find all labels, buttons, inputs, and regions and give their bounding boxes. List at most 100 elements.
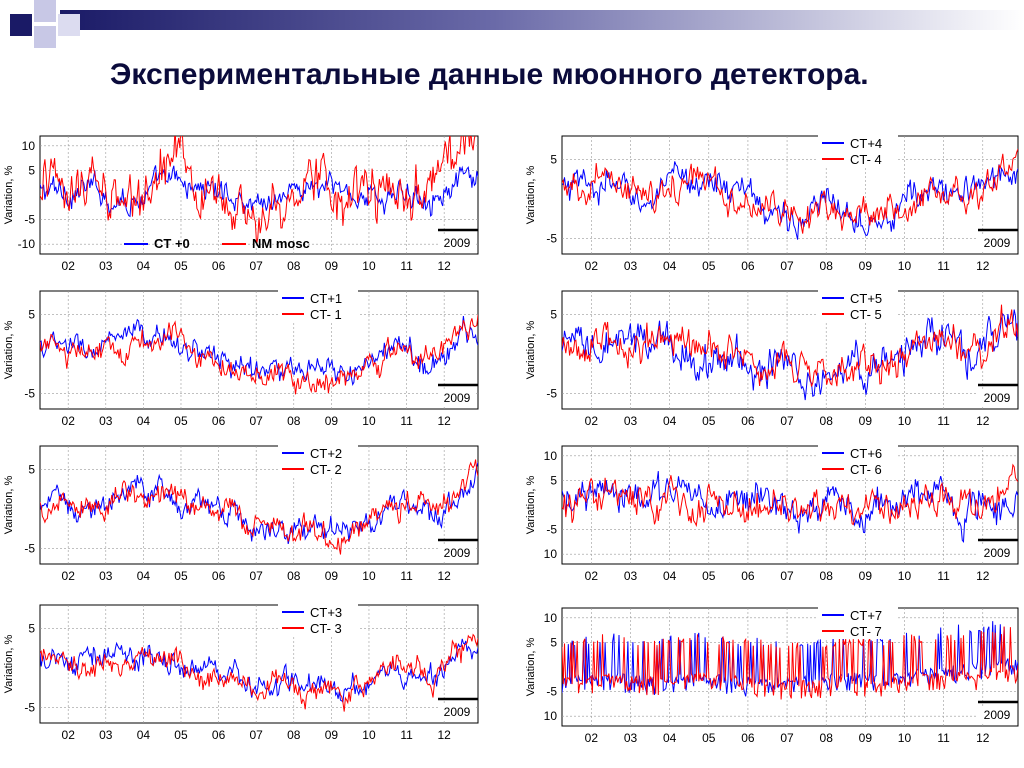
x-tick-label: 08 — [287, 569, 301, 583]
legend-label: CT+6 — [850, 446, 882, 461]
x-tick-label: 12 — [437, 728, 451, 742]
year-label: 2009 — [984, 236, 1011, 250]
y-tick-label: 5 — [550, 473, 557, 487]
x-tick-label: 08 — [287, 259, 301, 273]
y-axis-label: Variation, % — [525, 638, 537, 697]
series-line — [562, 148, 1018, 234]
chart-right-4: 02 03 04 05 06 07 08 09 10 11 12 10 5 -5 10 Variation, … — [525, 607, 1019, 745]
x-tick-label: 09 — [325, 414, 339, 428]
year-label: 2009 — [444, 705, 471, 719]
y-tick-label: 5 — [550, 308, 557, 322]
x-tick-label: 04 — [663, 414, 677, 428]
x-tick-label: 11 — [400, 259, 413, 273]
y-tick-label: -10 — [18, 237, 36, 251]
x-tick-label: 12 — [976, 569, 990, 583]
chart-panel-left-2: 02 03 04 05 06 07 08 09 10 11 12 5 -5 Variation, % 200… — [0, 283, 490, 433]
series-line — [40, 136, 476, 245]
y-tick-label: 5 — [28, 308, 35, 322]
chart-right-2: 02 03 04 05 06 07 08 09 10 11 12 5 -5 Variation, % 200… — [525, 290, 1019, 428]
x-tick-label: 09 — [325, 569, 339, 583]
legend-label: CT+5 — [850, 291, 882, 306]
y-axis-label: Variation, % — [525, 166, 537, 225]
x-tick-label: 11 — [937, 731, 950, 745]
x-tick-label: 02 — [585, 414, 599, 428]
x-tick-label: 06 — [212, 259, 226, 273]
x-tick-label: 06 — [212, 728, 226, 742]
legend-bg — [818, 306, 898, 322]
year-label-bg — [978, 234, 1016, 250]
x-tick-label: 12 — [437, 259, 451, 273]
x-tick-label: 07 — [780, 731, 794, 745]
x-tick-label: 11 — [937, 569, 950, 583]
x-tick-label: 03 — [99, 728, 113, 742]
x-tick-label: 11 — [400, 569, 413, 583]
series-line — [562, 471, 1018, 543]
year-label: 2009 — [444, 236, 471, 250]
legend-label: CT+1 — [310, 291, 342, 306]
x-tick-label: 11 — [400, 414, 413, 428]
chart-left-4: 02 03 04 05 06 07 08 09 10 11 12 5 -5 Variation, % 200… — [3, 604, 479, 742]
x-tick-label: 05 — [174, 569, 188, 583]
x-tick-label: 07 — [250, 728, 264, 742]
x-tick-label: 02 — [62, 414, 76, 428]
legend-bg — [278, 445, 358, 461]
legend-bg — [278, 306, 358, 322]
chart-panel-right-1: 02 03 04 05 06 07 08 09 10 11 12 5 -5 Variation, % 200… — [522, 128, 1019, 278]
x-tick-label: 05 — [174, 414, 188, 428]
legend-label: NM mosc — [252, 236, 310, 251]
x-tick-label: 03 — [624, 259, 638, 273]
chart-left-2: 02 03 04 05 06 07 08 09 10 11 12 5 -5 Variation, % 200… — [3, 290, 479, 428]
x-tick-label: 03 — [99, 569, 113, 583]
x-tick-label: 04 — [663, 731, 677, 745]
legend-label: CT- 3 — [310, 621, 342, 636]
x-tick-label: 08 — [820, 259, 834, 273]
legend-bg — [818, 607, 898, 623]
legend-bg — [278, 461, 358, 477]
x-tick-label: 10 — [898, 569, 912, 583]
x-tick-label: 12 — [437, 569, 451, 583]
x-tick-label: 10 — [362, 569, 376, 583]
x-tick-label: 05 — [702, 731, 716, 745]
y-tick-label: 10 — [544, 709, 558, 723]
x-tick-label: 02 — [62, 569, 76, 583]
x-tick-label: 10 — [898, 259, 912, 273]
x-tick-label: 07 — [780, 414, 794, 428]
x-tick-label: 10 — [362, 414, 376, 428]
x-tick-label: 07 — [250, 414, 264, 428]
x-tick-label: 06 — [741, 731, 755, 745]
chart-panel-right-3: 02 03 04 05 06 07 08 09 10 11 12 10 5 -5 10 Variation, … — [522, 438, 1019, 588]
x-tick-label: 04 — [663, 569, 677, 583]
year-label-bg — [978, 544, 1016, 560]
y-tick-label: 5 — [28, 163, 35, 177]
x-tick-label: 04 — [137, 414, 151, 428]
x-tick-label: 08 — [820, 414, 834, 428]
series-line — [562, 626, 1018, 700]
legend-label: CT+3 — [310, 605, 342, 620]
x-tick-label: 09 — [859, 259, 873, 273]
y-tick-label: -5 — [24, 541, 35, 555]
year-label: 2009 — [444, 546, 471, 560]
chart-panel-right-2: 02 03 04 05 06 07 08 09 10 11 12 5 -5 Variation, % 200… — [522, 283, 1019, 433]
slide-title: Экспериментальные данные мюонного детект… — [110, 58, 869, 91]
plot-frame — [39, 445, 479, 565]
y-axis-label: Variation, % — [3, 166, 15, 225]
year-label: 2009 — [444, 391, 471, 405]
x-tick-label: 04 — [137, 728, 151, 742]
x-tick-label: 05 — [702, 259, 716, 273]
x-tick-label: 02 — [585, 259, 599, 273]
x-tick-label: 03 — [624, 569, 638, 583]
legend-label: CT+4 — [850, 136, 882, 151]
legend-bg — [278, 290, 358, 306]
x-tick-label: 09 — [859, 569, 873, 583]
legend-label: CT- 6 — [850, 462, 882, 477]
x-tick-label: 09 — [325, 259, 339, 273]
y-axis-label: Variation, % — [525, 321, 537, 380]
x-tick-label: 07 — [250, 259, 264, 273]
x-tick-label: 08 — [820, 731, 834, 745]
y-tick-label: -5 — [24, 213, 35, 227]
x-tick-label: 04 — [137, 569, 151, 583]
chart-right-3: 02 03 04 05 06 07 08 09 10 11 12 10 5 -5 10 Variation, … — [525, 445, 1019, 583]
y-axis-label: Variation, % — [3, 635, 15, 694]
y-tick-label: 10 — [544, 611, 558, 625]
legend-label: CT- 1 — [310, 307, 342, 322]
